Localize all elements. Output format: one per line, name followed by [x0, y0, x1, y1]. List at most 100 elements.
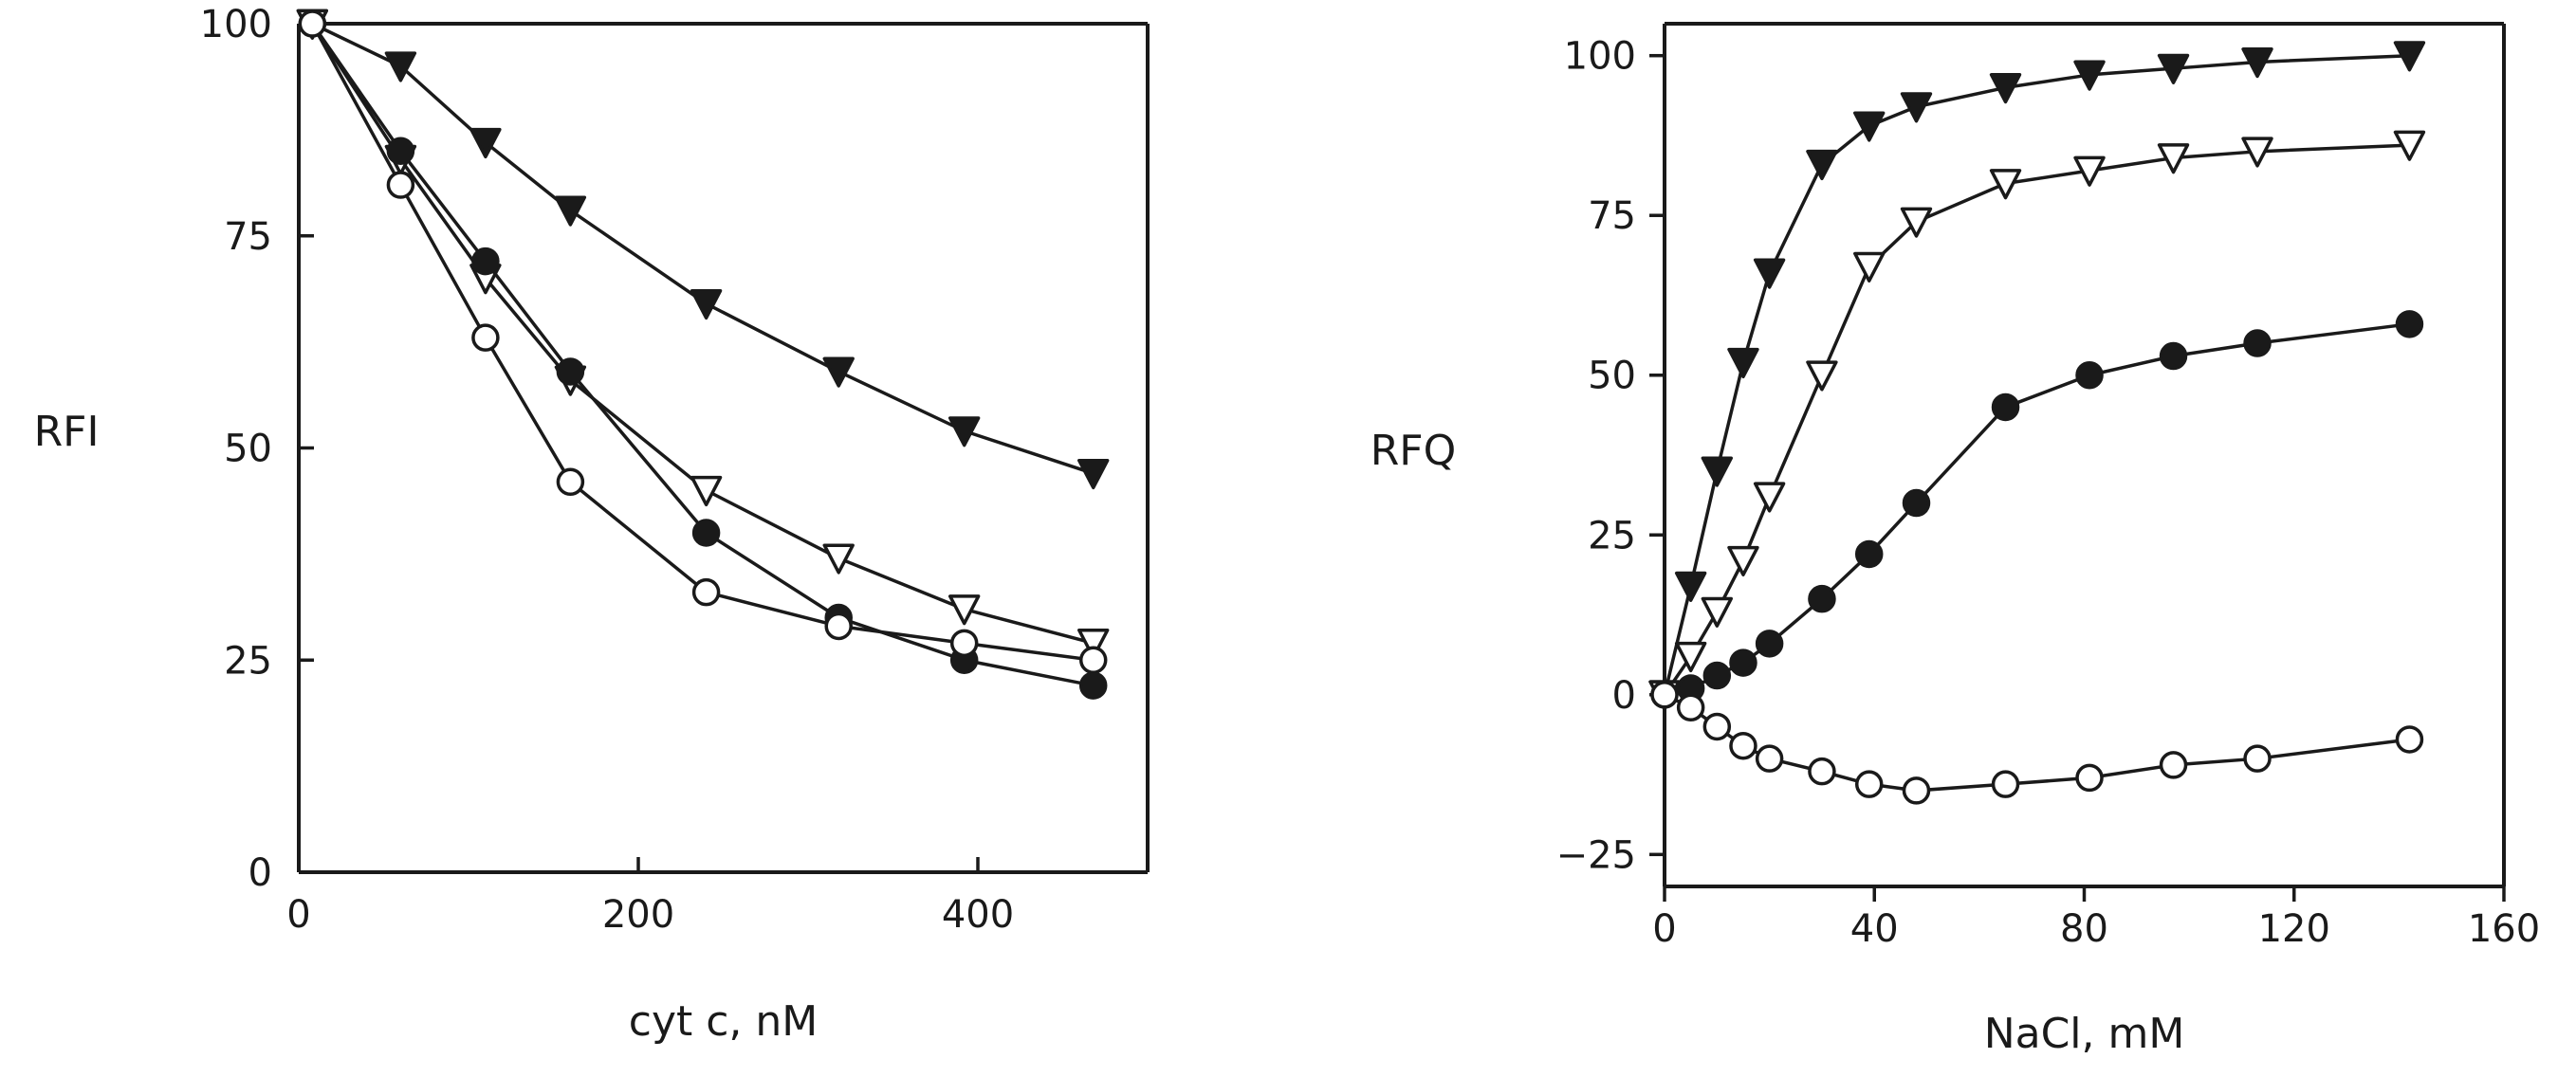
data-point [471, 246, 500, 276]
series-line [1663, 143, 2410, 696]
series-triangle-down-filled [296, 9, 1110, 490]
data-point [1701, 456, 1734, 487]
data-point [386, 171, 415, 199]
data-point [1729, 731, 1757, 760]
data-point [1755, 630, 1784, 658]
data-point [822, 543, 855, 575]
data-point [1902, 488, 1931, 518]
y-tick-label: 0 [248, 851, 272, 895]
data-point [2393, 130, 2426, 161]
data-point [1853, 251, 1886, 283]
data-point [1900, 207, 1933, 238]
data-point [1989, 73, 2022, 104]
data-point [471, 323, 500, 352]
data-point [1701, 596, 1734, 628]
x-axis-title: NaCl, mM [1984, 1010, 2185, 1058]
data-point [948, 594, 981, 626]
data-point [1078, 671, 1108, 700]
data-point [2243, 329, 2272, 357]
y-tick-label: 75 [224, 215, 272, 259]
x-tick-label: 120 [2258, 907, 2330, 951]
y-axis-title: RFQ [1371, 427, 1457, 475]
data-point [1650, 681, 1679, 709]
data-point [691, 519, 721, 547]
data-point [1674, 571, 1707, 602]
x-tick-label: 0 [286, 893, 310, 937]
x-tick-label: 160 [2468, 907, 2540, 951]
data-point [2157, 143, 2190, 174]
data-point [1991, 392, 2020, 422]
data-point [2243, 744, 2272, 773]
data-point [1077, 458, 1110, 490]
data-point [1902, 776, 1931, 805]
series-triangle-down-open [296, 9, 1110, 660]
data-point [948, 416, 981, 447]
data-point [1727, 545, 1759, 576]
data-point [1674, 641, 1707, 673]
data-point [1808, 584, 1836, 613]
data-point [1753, 482, 1786, 513]
y-tick-label: 0 [1612, 674, 1636, 718]
x-tick-label: 200 [602, 893, 674, 937]
data-point [1991, 770, 2020, 798]
data-point [384, 51, 417, 82]
data-point [824, 612, 853, 641]
data-point [1753, 258, 1786, 289]
y-tick-label: 25 [224, 639, 272, 683]
series-line [311, 22, 1095, 476]
series-line [310, 23, 1095, 646]
data-point [1727, 347, 1759, 379]
series-circle-open [1650, 681, 2424, 805]
x-tick-label: 0 [1652, 907, 1676, 951]
series-triangle-down-filled [1648, 41, 2426, 711]
y-tick-label: 50 [224, 428, 272, 471]
data-point [2075, 763, 2104, 793]
y-tick-label: 100 [200, 3, 272, 46]
data-point [1702, 712, 1732, 741]
series-line [310, 23, 1094, 662]
data-point [2241, 137, 2273, 168]
data-point [556, 357, 585, 386]
data-point [1806, 360, 1838, 392]
data-point [386, 137, 415, 165]
series-triangle-down-open [1648, 130, 2426, 711]
data-point [556, 467, 585, 497]
y-axis-title: RFI [34, 408, 100, 456]
data-point [469, 127, 502, 159]
data-point [1854, 539, 1884, 569]
data-point [1989, 169, 2022, 200]
data-point [2075, 360, 2104, 390]
data-point [2073, 155, 2106, 187]
data-point [1702, 661, 1732, 690]
data-point [2159, 341, 2188, 371]
data-point [1806, 149, 1838, 181]
data-point [822, 356, 855, 388]
x-tick-label: 400 [942, 893, 1014, 937]
data-point [1808, 757, 1836, 786]
data-point [691, 577, 721, 607]
data-point [1676, 693, 1705, 722]
data-point [2159, 751, 2188, 779]
y-tick-label: 100 [1564, 35, 1636, 79]
data-point [1077, 628, 1110, 660]
data-point [1078, 646, 1108, 674]
x-tick-label: 40 [1850, 907, 1899, 951]
data-point [2241, 47, 2273, 79]
data-point [690, 288, 723, 320]
data-point [2073, 60, 2106, 91]
series-line [1663, 53, 2410, 696]
data-point [554, 195, 587, 227]
series-circle-open [298, 9, 1108, 674]
y-tick-label: 25 [1588, 514, 1636, 557]
y-tick-label: 50 [1588, 355, 1636, 398]
series-line [1664, 693, 2410, 793]
data-point [2395, 310, 2424, 338]
chart-right: 0 40 80 120 160 −25 0 25 50 75 100 NaCl, mM RFQ [1371, 22, 2540, 1058]
data-point [2393, 41, 2426, 72]
series-line [310, 23, 1095, 687]
data-point [690, 475, 723, 507]
data-point [1854, 770, 1884, 798]
y-tick-label: −25 [1556, 833, 1636, 877]
y-tick-label: 75 [1588, 194, 1636, 238]
